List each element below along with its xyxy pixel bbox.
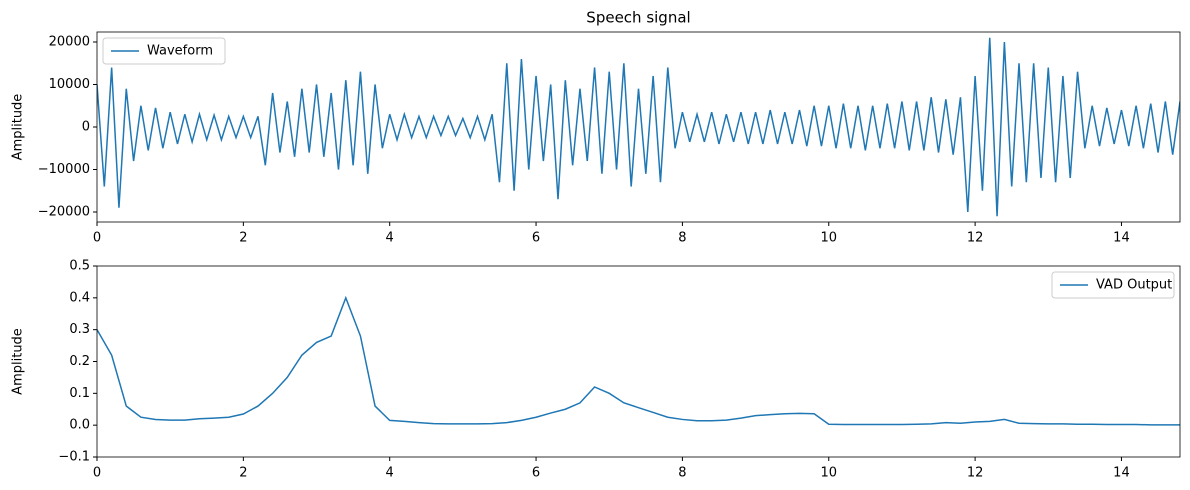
x-tick-label: 2	[239, 231, 247, 246]
y-axis-label: Amplitude	[11, 94, 26, 161]
y-tick-label: 10000	[49, 77, 90, 92]
x-tick-label: 14	[1113, 231, 1130, 246]
x-tick-label: 8	[678, 231, 686, 246]
subplot: Speech signal Amplitude 0 2 4 6 8 10 12 14 −20000 −…	[11, 9, 1181, 246]
x-tick-label: 0	[93, 466, 101, 481]
legend-box	[1051, 271, 1175, 299]
axes-frame	[96, 31, 1181, 223]
x-tick-label: 12	[967, 231, 984, 246]
x-tick-label: 6	[532, 466, 540, 481]
legend-label: Waveform	[147, 44, 213, 59]
y-tick-label: −20000	[38, 205, 90, 220]
legend-label: VAD Output	[1096, 278, 1172, 293]
y-tick-label: 0.2	[69, 354, 90, 369]
y-tick-label: 0.5	[69, 259, 90, 274]
x-tick-label: 4	[386, 231, 394, 246]
line-series	[97, 37, 1180, 217]
y-tick-label: −10000	[38, 162, 90, 177]
x-tick-label: 12	[967, 466, 984, 481]
y-tick-label: 0	[82, 120, 90, 135]
y-tick-label: −0.1	[58, 450, 90, 465]
x-tick-label: 10	[820, 231, 837, 246]
x-tick-label: 8	[678, 466, 686, 481]
y-tick-label: 0.0	[69, 418, 90, 433]
x-tick-label: 2	[239, 466, 247, 481]
x-tick-label: 0	[93, 231, 101, 246]
subplot: Amplitude 0 2 4 6 8 10 12 14 −0.1 0.0 0.1 0.2 0.3 0.4 0…	[11, 259, 1181, 481]
legend-box	[102, 37, 226, 65]
y-tick-label: 20000	[49, 34, 90, 49]
x-tick-label: 6	[532, 231, 540, 246]
y-tick-label: 0.3	[69, 322, 90, 337]
y-axis-label: Amplitude	[11, 328, 26, 395]
x-tick-label: 4	[386, 466, 394, 481]
chart-title: Speech signal	[586, 9, 690, 27]
line-series	[97, 295, 1180, 426]
axes-frame	[96, 265, 1181, 458]
x-tick-label: 14	[1113, 466, 1130, 481]
y-tick-label: 0.1	[69, 386, 90, 401]
y-tick-label: 0.4	[69, 290, 90, 305]
x-tick-label: 10	[820, 466, 837, 481]
